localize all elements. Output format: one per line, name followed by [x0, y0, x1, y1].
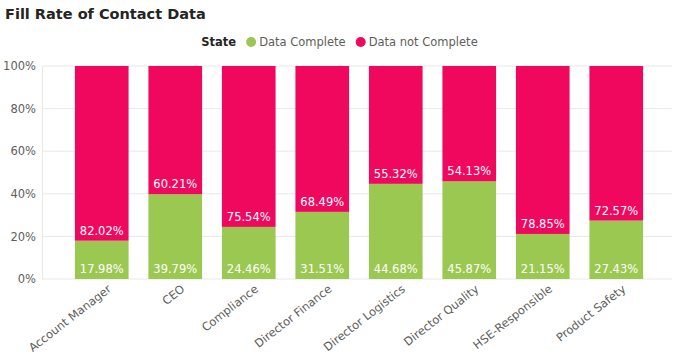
x-tick-label: Product Safety — [553, 282, 628, 345]
y-tick-label: 80% — [10, 102, 36, 116]
legend-title: State — [201, 35, 236, 49]
x-axis: Account Manager CEO ComplianceDirector Fin… — [26, 279, 653, 355]
y-axis-line — [42, 67, 43, 280]
bar — [369, 66, 423, 184]
y-tick-label: 40% — [10, 187, 36, 201]
legend-label: Data Complete — [259, 35, 346, 49]
y-tick-label: 20% — [10, 230, 36, 244]
y-tick-label: 60% — [10, 144, 36, 158]
data-label: 72.57% — [594, 204, 638, 218]
series-1 — [75, 66, 643, 241]
x-tick-label: Director Finance — [252, 282, 335, 351]
y-tick: 20% — [10, 230, 42, 244]
x-tick: Compliance — [199, 279, 261, 334]
x-tick-label: Compliance — [199, 282, 261, 335]
bar — [148, 66, 202, 194]
grid-line — [42, 279, 672, 280]
data-label: 68.49% — [300, 195, 344, 209]
y-tick-label: 0% — [18, 272, 36, 286]
data-label: 24.46% — [227, 262, 271, 276]
bars — [75, 66, 643, 279]
data-label: 27.43% — [594, 262, 638, 276]
y-tick: 60% — [10, 144, 42, 158]
data-label: 21.15% — [521, 262, 565, 276]
data-label: 44.68% — [374, 262, 418, 276]
x-tick-label: Director Logistics — [321, 282, 408, 354]
legend: State Data Complete Data not Complete — [201, 35, 477, 49]
grid — [42, 66, 672, 279]
bar — [442, 66, 496, 181]
bar — [75, 66, 129, 241]
bar — [589, 66, 643, 221]
data-label: 55.32% — [374, 167, 418, 181]
x-tick: HSE-Responsible — [470, 279, 555, 352]
grid-line — [42, 151, 672, 152]
x-tick: Product Safety — [553, 279, 628, 345]
x-tick-label: Director Quality — [401, 282, 481, 349]
bar — [222, 66, 276, 227]
bar — [589, 221, 643, 279]
x-tick: Director Quality — [401, 279, 481, 349]
bar — [295, 66, 349, 212]
x-tick-label: Account Manager — [26, 282, 114, 355]
grid-line — [42, 236, 672, 237]
x-tick: Director Finance — [252, 279, 335, 351]
grid-line — [42, 193, 672, 194]
grid-line — [42, 66, 672, 67]
bar — [295, 212, 349, 279]
y-tick-label: 100% — [3, 59, 36, 73]
y-tick: 0% — [18, 272, 42, 286]
y-tick: 80% — [10, 102, 42, 116]
x-axis-line — [66, 279, 654, 280]
bar — [442, 181, 496, 279]
bar — [516, 66, 570, 234]
data-label: 39.79% — [153, 262, 197, 276]
legend-item: Data not Complete — [356, 35, 478, 49]
y-axis: 0% 20% 40% 60% 80% 100% — [3, 59, 42, 286]
bar — [148, 194, 202, 279]
legend-item: Data Complete — [246, 35, 346, 49]
data-label: 75.54% — [227, 210, 271, 224]
data-label: 17.98% — [80, 262, 124, 276]
grid-line — [42, 108, 672, 109]
data-label: 82.02% — [80, 224, 124, 238]
legend-swatch — [356, 37, 366, 47]
legend-swatch — [246, 37, 256, 47]
bar — [75, 241, 129, 279]
data-label: 45.87% — [447, 262, 491, 276]
legend-label: Data not Complete — [369, 35, 478, 49]
data-labels: 17.98% 39.79% 24.46% 31.51% 44.68% 45.87% 21.1… — [80, 164, 638, 276]
data-label: 60.21% — [153, 177, 197, 191]
data-label: 78.85% — [521, 217, 565, 231]
x-tick-label: CEO — [160, 282, 188, 308]
chart: Fill Rate of Contact Data 0% 20% 40% 60% 80% 1… — [0, 0, 679, 355]
x-tick: Account Manager — [26, 279, 114, 355]
y-tick: 40% — [10, 187, 42, 201]
bar — [222, 227, 276, 279]
x-tick-label: HSE-Responsible — [470, 282, 555, 352]
x-tick: Director Logistics — [321, 279, 408, 354]
title: Fill Rate of Contact Data — [5, 6, 206, 22]
bar — [369, 184, 423, 279]
bar — [516, 234, 570, 279]
x-tick: CEO — [160, 279, 188, 308]
y-tick: 100% — [3, 59, 42, 73]
data-label: 54.13% — [447, 164, 491, 178]
data-label: 31.51% — [300, 262, 344, 276]
